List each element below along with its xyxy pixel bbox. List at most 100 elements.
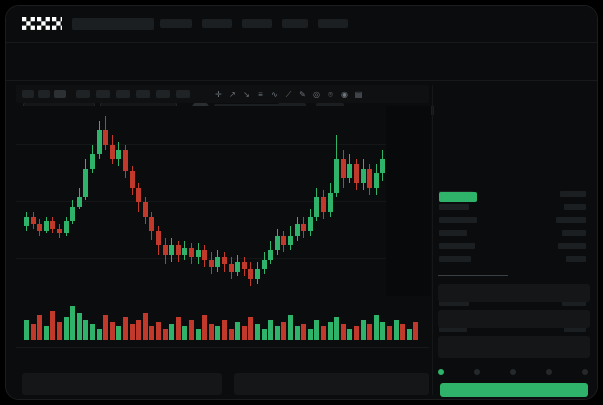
candle-body [241,262,247,270]
volume-bar [248,317,254,340]
brush-icon[interactable]: ✎ [299,90,306,99]
timeframe-1[interactable] [22,90,34,98]
nav-item-4[interactable] [282,19,308,28]
fib-icon[interactable]: ≡ [258,90,263,99]
volume-bar [63,317,69,340]
slider-dot[interactable] [474,369,480,375]
orderbook-ask-row[interactable] [439,204,469,210]
slider-dot[interactable] [546,369,552,375]
candle-body [373,173,379,188]
volume-bar [255,324,260,340]
global-search-input[interactable] [72,18,154,30]
orderbook-ask-row[interactable] [439,256,471,262]
slider-dot[interactable] [510,369,516,375]
timeframe-5[interactable] [96,90,110,98]
volume-bar [400,324,406,340]
trading-app: Spot Trading ▼ ▼ [6,6,597,399]
candle-body [37,223,43,231]
crosshair-icon[interactable]: ✛ [215,90,222,99]
trendline-icon[interactable]: ↗ [229,90,236,99]
candle-body [274,235,280,251]
candle-body [129,171,135,188]
volume-bar [195,328,201,340]
volume-bar [321,326,326,340]
volume-bar [169,324,175,340]
topbar-divider [6,42,597,43]
candle-body [334,159,340,193]
volume-bar [288,315,293,340]
order-total-input[interactable] [438,336,590,358]
candle-body [347,163,353,179]
volume-bar [96,328,102,340]
volume-bar [24,319,29,340]
order-amount-input[interactable] [438,310,590,328]
timeframe-9[interactable] [176,90,190,98]
amount-slider[interactable] [438,367,590,377]
screen-bezel: Spot Trading ▼ ▼ [5,5,598,400]
orderbook-bid-row[interactable] [439,300,469,306]
volume-bar [109,321,115,340]
bottom-panel-right[interactable] [234,373,429,395]
volume-bar [294,326,300,340]
candle-body [70,206,76,222]
timeframe-7[interactable] [136,90,150,98]
slider-dot[interactable] [582,369,588,375]
volume-bar [334,317,340,340]
volume-bar [413,321,419,340]
candle-body [248,269,254,279]
candle-body [30,216,36,224]
wave-icon[interactable]: ∿ [271,90,278,99]
order-tabs-bar [16,351,429,365]
candle-body [96,130,102,155]
orderbook-ask-row[interactable] [439,243,475,249]
nav-item-5[interactable] [318,19,348,28]
volume-bar [222,319,227,340]
volume-bar [90,324,95,340]
volume-bar [327,321,333,340]
nav-item-3[interactable] [242,19,272,28]
timeframe-4[interactable] [76,90,90,98]
submit-buy-button[interactable] [440,383,588,397]
magnet-icon[interactable]: ◎ [313,90,320,99]
orderbook-ask-row[interactable] [439,217,477,223]
nav-item-2[interactable] [202,19,232,28]
orderbook-ask-row[interactable] [439,230,467,236]
candle-body [208,259,214,267]
timeframe-3[interactable] [54,90,66,98]
volume-bar [208,324,214,340]
volume-bar [241,326,247,340]
horizontal-line-icon[interactable]: ↘ [243,90,250,99]
trash-icon[interactable]: ▤ [354,90,363,99]
eye-icon[interactable]: ◉ [341,90,348,99]
volume-bar [30,324,36,340]
volume-bar [189,319,194,340]
okx-logo-icon[interactable] [22,17,62,30]
candle-body [288,235,293,246]
volume-bar [57,321,62,340]
timeframe-8[interactable] [156,90,170,98]
measure-icon[interactable]: ⟋ [285,90,292,99]
timeframe-6[interactable] [116,90,130,98]
orderbook-spread-highlight [439,192,477,202]
slider-dot[interactable] [438,369,444,375]
candle-body [307,216,313,231]
candle-body [354,163,359,184]
orderbook-ask-size [558,243,586,249]
price-chart[interactable] [16,106,429,296]
timeframe-2[interactable] [38,90,50,98]
candle-body [228,264,234,272]
volume-bar [156,321,161,340]
candle-body [76,197,82,207]
bottom-panel-left[interactable] [22,373,222,395]
gridline [16,144,429,145]
orderbook-bid-row[interactable] [439,326,467,332]
candle-body [268,250,274,260]
lock-icon[interactable]: ⌾ [328,90,333,99]
candle-body [123,149,128,172]
nav-item-1[interactable] [160,19,192,28]
volume-bar [116,326,122,340]
candle-body [314,197,320,217]
volume-bar [373,315,379,340]
order-price-input[interactable] [438,284,590,302]
gridline [16,201,429,202]
